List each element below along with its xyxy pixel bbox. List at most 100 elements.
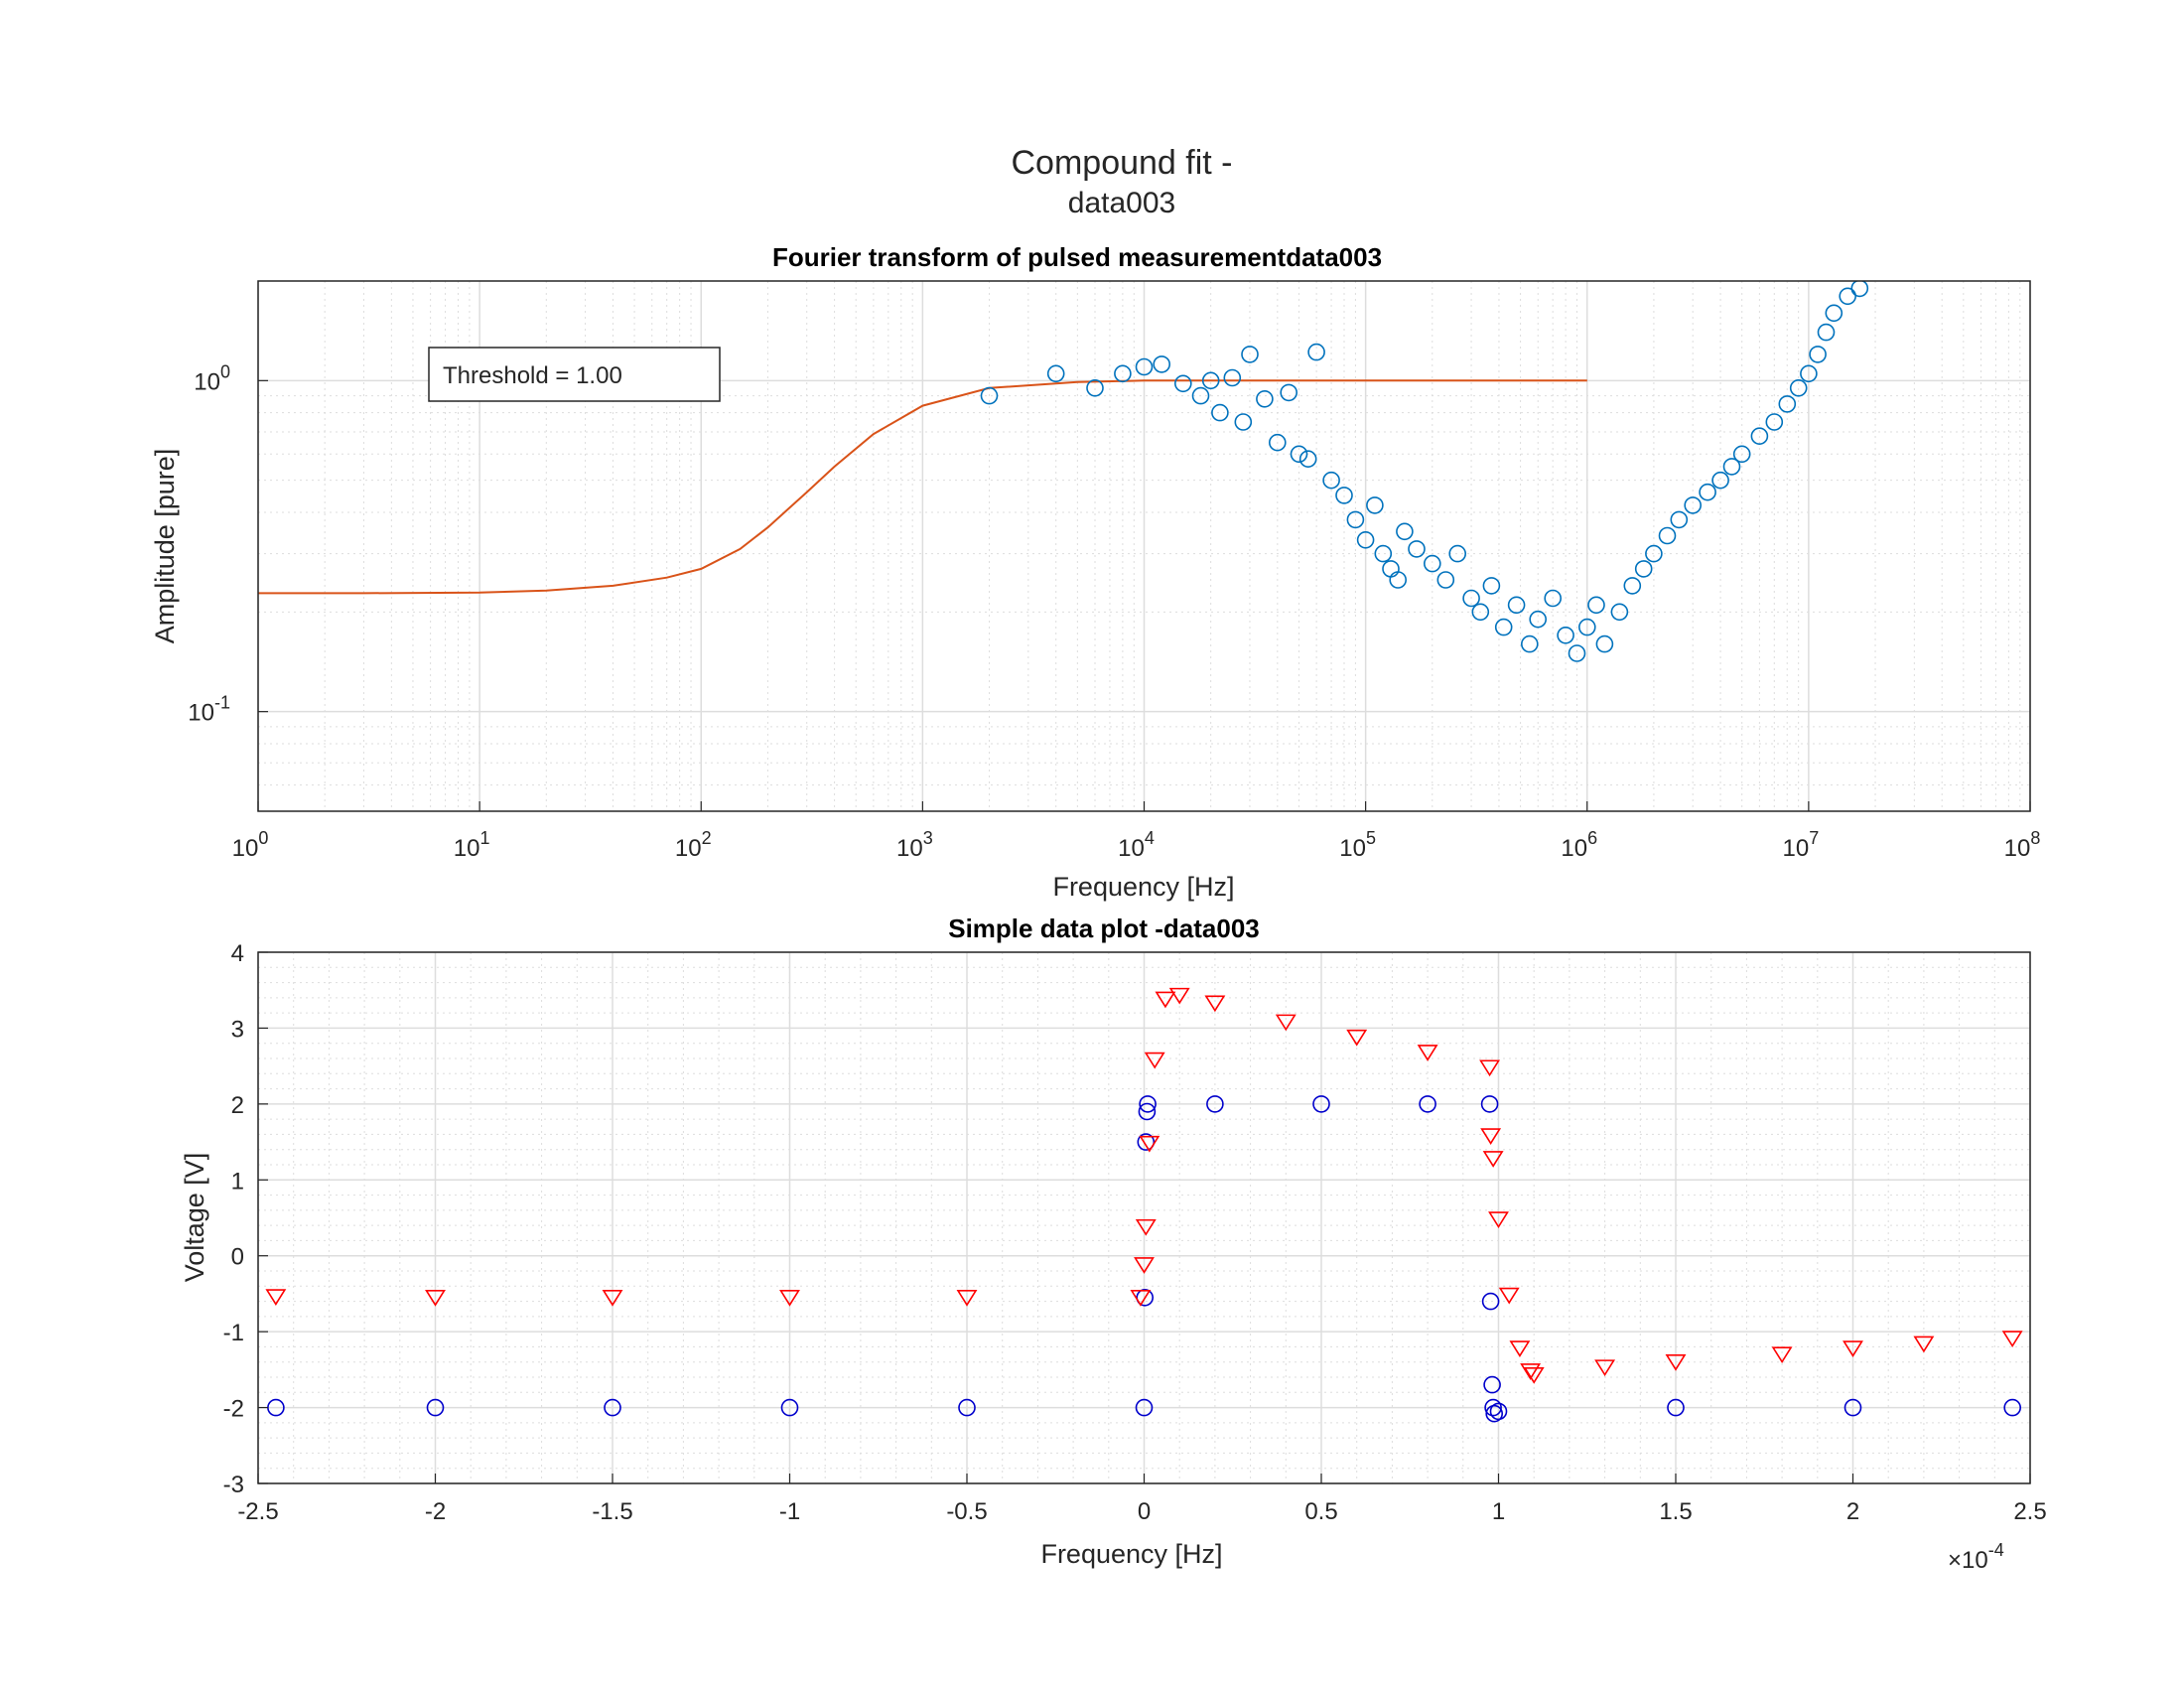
fft-point	[1298, 450, 1317, 469]
fft-point	[1436, 571, 1455, 589]
fft-point	[1817, 323, 1836, 342]
input-voltage-point	[1481, 1292, 1500, 1311]
fft-x-tick-label: 102	[675, 828, 712, 862]
input-voltage-point	[1139, 1095, 1157, 1113]
fft-point	[1256, 389, 1274, 408]
threshold-annotation-box	[428, 347, 721, 402]
fft-point	[1223, 368, 1242, 387]
response-voltage-point	[956, 1290, 978, 1307]
response-voltage-point	[1594, 1359, 1616, 1377]
time-x-tick-label: 0	[1138, 1498, 1151, 1525]
fft-point	[1389, 571, 1407, 589]
threshold-annotation: Threshold = 1.00	[428, 347, 721, 402]
fft-point	[1507, 596, 1526, 615]
response-voltage-point	[602, 1290, 623, 1307]
input-voltage-point	[1483, 1375, 1501, 1394]
time-grid	[257, 951, 2031, 1484]
response-voltage-point	[1488, 1211, 1509, 1229]
fft-point	[1135, 357, 1154, 376]
fft-point	[1544, 589, 1562, 608]
input-voltage-point	[1667, 1398, 1685, 1417]
fft-x-tick-label: 105	[1339, 828, 1376, 862]
fft-point	[1778, 395, 1797, 413]
input-voltage-point	[1135, 1398, 1154, 1417]
time-x-tick-label: 1.5	[1659, 1498, 1692, 1525]
fft-point	[1356, 530, 1375, 549]
input-voltage-point	[1206, 1095, 1224, 1113]
time-x-tick-label: -2.5	[237, 1498, 278, 1525]
input-voltage-point	[426, 1398, 445, 1417]
fft-x-tick-label: 104	[1118, 828, 1155, 862]
fft-point	[1595, 634, 1614, 653]
input-voltage-point	[1137, 1133, 1156, 1151]
response-voltage-point	[1155, 991, 1176, 1009]
response-voltage-point	[779, 1290, 800, 1307]
fft-point	[1448, 544, 1466, 563]
time-ylabel: Voltage [V]	[180, 1153, 209, 1283]
input-voltage-point	[1419, 1095, 1436, 1113]
response-voltage-point	[1139, 1135, 1160, 1153]
fft-point	[1521, 634, 1539, 653]
fft-point	[1587, 596, 1605, 615]
response-voltage-point	[1665, 1353, 1687, 1371]
time-x-tick-label: -1	[779, 1498, 800, 1525]
fft-point	[1482, 577, 1501, 595]
response-voltage-point	[1204, 995, 1226, 1013]
time-x-tick-label: 2	[1846, 1498, 1859, 1525]
input-voltage-point	[958, 1398, 976, 1417]
fft-point	[1610, 603, 1629, 622]
fft-point	[1366, 496, 1384, 514]
response-voltage-point	[1482, 1151, 1504, 1168]
fft-point	[1201, 371, 1220, 390]
fft-point	[1322, 471, 1340, 490]
fft-x-tick-label: 100	[232, 828, 269, 862]
time-x-tick-label: -2	[425, 1498, 446, 1525]
fft-x-tick-label: 107	[1783, 828, 1820, 862]
fft-point	[1809, 346, 1827, 363]
time-tick-labels: -2.5 -2 -1.5 -1 -0.5 0 0.5 1 1.5 2 2.5 -3 -2 -1 0 1 2 3 4	[223, 940, 2047, 1525]
response-voltage-point	[1498, 1287, 1520, 1305]
response-voltage-point	[425, 1290, 446, 1307]
fft-point	[1750, 427, 1769, 446]
fft-point	[1241, 346, 1259, 363]
fft-point	[1658, 526, 1677, 545]
input-voltage-point	[1843, 1398, 1862, 1417]
time-plot-title: Simple data plot -data003	[948, 914, 1260, 943]
response-voltage-point	[1346, 1029, 1368, 1047]
fft-point	[1684, 496, 1702, 514]
fft-x-tick-label: 103	[896, 828, 933, 862]
time-y-tick-label: -1	[223, 1320, 244, 1346]
fft-point	[1529, 610, 1547, 629]
response-voltage-point	[1417, 1045, 1438, 1061]
time-x-tick-label: 0.5	[1304, 1498, 1337, 1525]
fft-y-tick-label: 10-1	[188, 693, 230, 727]
time-y-tick-label: 1	[231, 1168, 244, 1195]
time-y-tick-label: 0	[231, 1244, 244, 1271]
fft-point	[1174, 374, 1192, 393]
time-x-tick-label: -0.5	[946, 1498, 987, 1525]
fft-point	[1396, 522, 1414, 541]
time-y-tick-label: 3	[231, 1016, 244, 1043]
fft-point	[1114, 364, 1132, 383]
fft-point	[1471, 603, 1490, 622]
x-multiplier: ×10-4	[1948, 1540, 2004, 1574]
fft-x-tick-label: 108	[2004, 828, 2041, 862]
response-voltage-point	[1771, 1346, 1793, 1364]
input-voltage-point	[1138, 1102, 1157, 1121]
input-voltage-point	[1489, 1402, 1508, 1421]
fft-point	[1234, 413, 1253, 431]
fft-point	[1374, 544, 1393, 563]
fft-x-tick-label: 101	[454, 828, 490, 862]
response-voltage-point	[1913, 1336, 1935, 1353]
fft-point	[1280, 383, 1297, 402]
fft-point	[1290, 445, 1308, 464]
fft-point	[1578, 618, 1596, 636]
fft-point	[980, 386, 999, 405]
fft-point	[1568, 644, 1586, 662]
response-voltage-point	[1479, 1059, 1501, 1077]
fft-xlabel: Frequency [Hz]	[1052, 872, 1234, 902]
response-voltage-point	[1144, 1052, 1165, 1069]
fft-data-layer	[258, 281, 1869, 662]
fft-point	[1623, 577, 1642, 595]
fft-point	[1670, 510, 1689, 529]
